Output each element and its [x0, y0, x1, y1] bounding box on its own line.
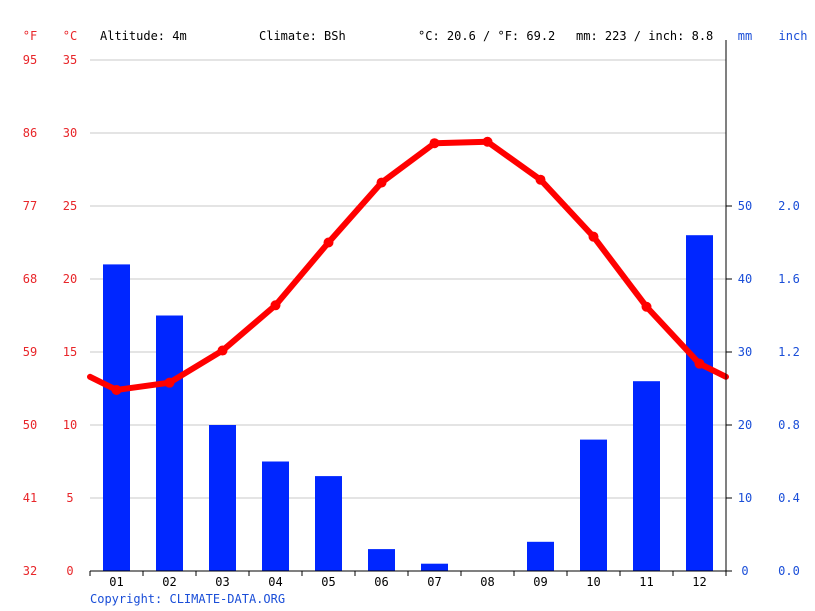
temperature-point [482, 136, 493, 147]
grid-lines [90, 59, 726, 499]
temperature-point [376, 177, 387, 188]
precipitation-bar [686, 235, 713, 571]
copyright-link[interactable]: Copyright: CLIMATE-DATA.ORG [90, 592, 286, 606]
precipitation-bar [262, 461, 289, 571]
x-tick-label: 10 [586, 575, 600, 589]
temperature-point [164, 377, 175, 388]
tick-label-fahrenheit: 77 [23, 199, 37, 213]
precipitation-bar [103, 264, 130, 571]
temperature-point [588, 231, 599, 242]
tick-label-celsius: 25 [63, 199, 77, 213]
x-tick-label: 03 [215, 575, 229, 589]
tick-label-inch: 0.8 [778, 418, 800, 432]
precipitation-bar [580, 439, 607, 571]
precipitation-bar [156, 315, 183, 571]
altitude-info: Altitude: 4m [100, 29, 187, 43]
x-tick-label: 11 [639, 575, 653, 589]
precipitation-total-info: mm: 223 / inch: 8.8 [576, 29, 714, 43]
temperature-line [87, 136, 729, 395]
tick-label-inch: 1.2 [778, 345, 800, 359]
tick-label-inch: 1.6 [778, 272, 800, 286]
tick-label-mm: 20 [738, 418, 752, 432]
x-tick-label: 04 [268, 575, 282, 589]
precipitation-bar [421, 563, 448, 571]
tick-label-celsius: 30 [63, 126, 77, 140]
tick-label-inch: 0.0 [778, 564, 800, 578]
temperature-point [694, 358, 705, 369]
tick-label-fahrenheit: 95 [23, 53, 37, 67]
tick-label-fahrenheit: 59 [23, 345, 37, 359]
tick-label-inch: 2.0 [778, 199, 800, 213]
temperature-point [111, 384, 122, 395]
celsius-unit-label: °C [63, 29, 77, 43]
temperature-point [429, 138, 440, 149]
tick-label-mm: 0 [741, 564, 748, 578]
tick-label-celsius: 15 [63, 345, 77, 359]
temperature-point [641, 301, 652, 312]
tick-label-fahrenheit: 50 [23, 418, 37, 432]
precipitation-bar [315, 476, 342, 571]
x-tick-label: 02 [162, 575, 176, 589]
tick-label-celsius: 10 [63, 418, 77, 432]
climate-info: Climate: BSh [259, 29, 346, 43]
tick-label-mm: 10 [738, 491, 752, 505]
x-tick-label: 07 [427, 575, 441, 589]
x-tick-label: 06 [374, 575, 388, 589]
x-tick-label: 12 [692, 575, 706, 589]
precipitation-bar [633, 381, 660, 571]
tick-label-celsius: 0 [66, 564, 73, 578]
tick-label-fahrenheit: 41 [23, 491, 37, 505]
inch-unit-label: inch [779, 29, 808, 43]
x-tick-label: 01 [109, 575, 123, 589]
axes: 0 32 5 41 10 50 15 59 20 68 25 77 30 86 35 95 0 0.0 10 0.4 2… [23, 40, 800, 589]
tick-label-celsius: 5 [66, 491, 73, 505]
tick-label-inch: 0.4 [778, 491, 800, 505]
precipitation-bars [103, 235, 713, 571]
tick-label-mm: 50 [738, 199, 752, 213]
temperature-point [270, 300, 281, 311]
temperature-point [217, 345, 228, 356]
x-tick-label: 08 [480, 575, 494, 589]
x-tick-label: 05 [321, 575, 335, 589]
fahrenheit-unit-label: °F [23, 29, 37, 43]
tick-label-fahrenheit: 86 [23, 126, 37, 140]
tick-label-mm: 30 [738, 345, 752, 359]
temperature-line-path [87, 138, 729, 393]
tick-label-fahrenheit: 68 [23, 272, 37, 286]
tick-label-fahrenheit: 32 [23, 564, 37, 578]
temperature-point [535, 174, 546, 185]
tick-label-celsius: 20 [63, 272, 77, 286]
precipitation-bar [368, 549, 395, 571]
temperature-average-info: °C: 20.6 / °F: 69.2 [418, 29, 556, 43]
precipitation-bar [209, 425, 236, 571]
temperature-point [323, 237, 334, 248]
tick-label-mm: 40 [738, 272, 752, 286]
tick-label-celsius: 35 [63, 53, 77, 67]
precipitation-bar [527, 541, 554, 571]
x-tick-label: 09 [533, 575, 547, 589]
mm-unit-label: mm [738, 29, 752, 43]
